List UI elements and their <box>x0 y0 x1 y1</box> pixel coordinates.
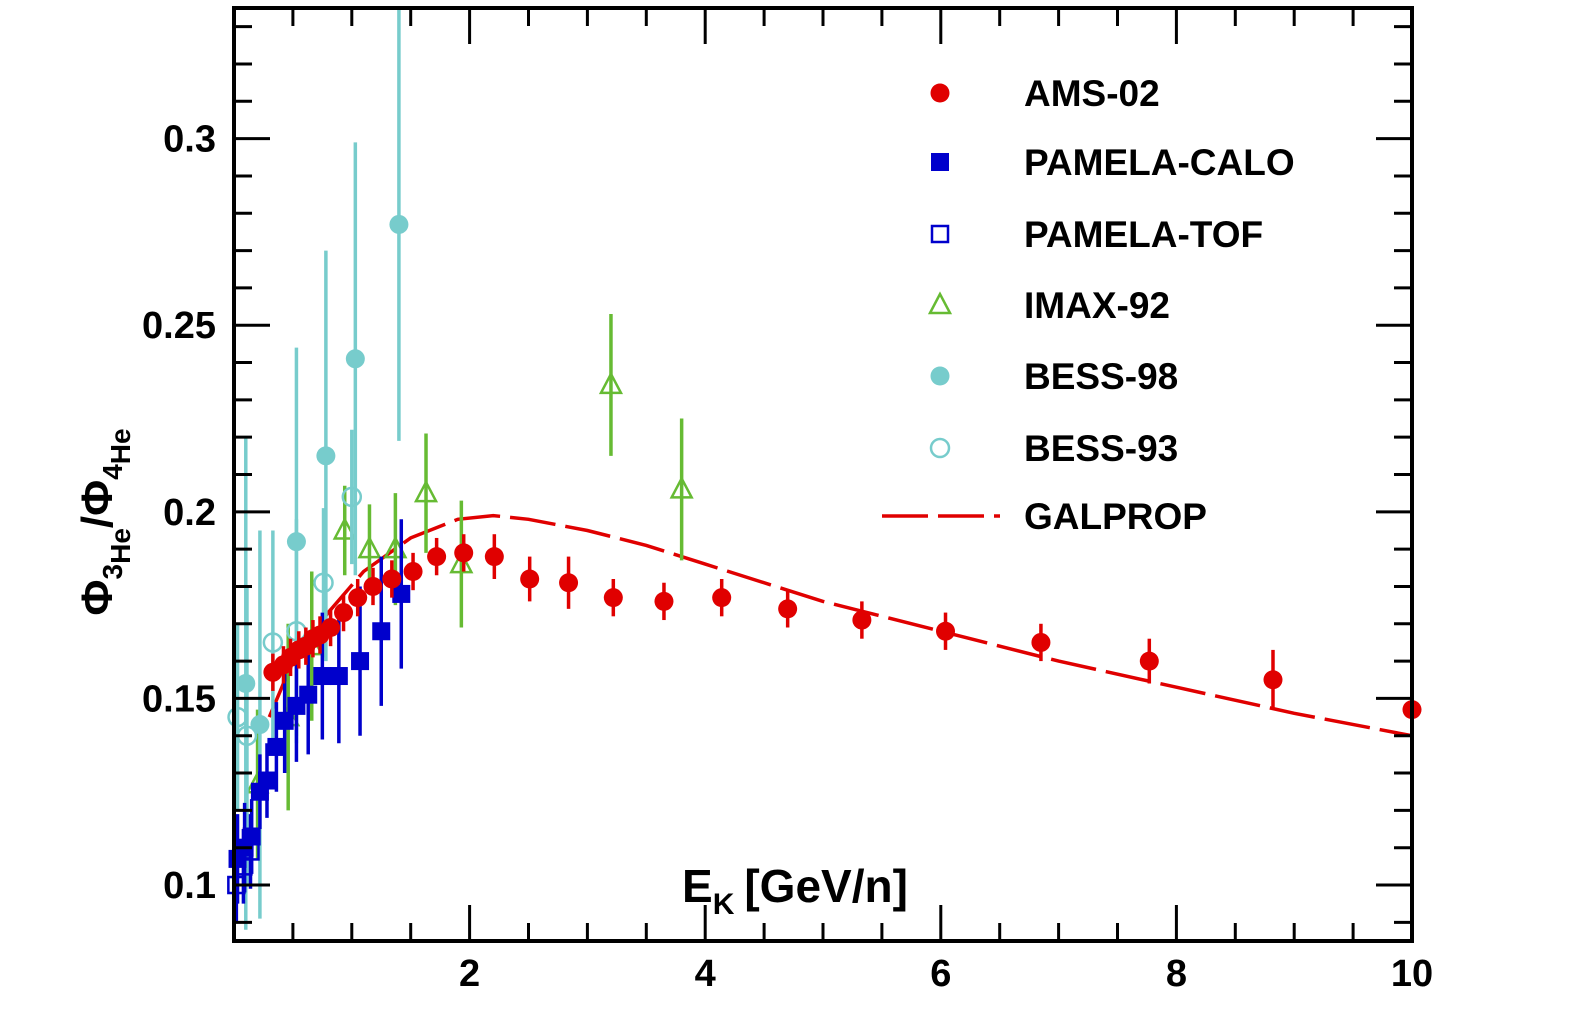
legend-label-galprop: GALPROP <box>1024 496 1207 537</box>
point-pamela-calo <box>329 667 348 686</box>
x-tick-label: 10 <box>1391 953 1433 995</box>
point-ams-02 <box>334 603 354 623</box>
point-pamela-calo <box>299 685 318 704</box>
legend-swatch-ams-02 <box>930 83 950 103</box>
point-pamela-calo <box>267 737 286 756</box>
x-axis-title: EK [GeV/n] <box>682 860 908 921</box>
y-title-den-sub: He <box>105 428 136 464</box>
data-points-layer <box>227 8 1422 930</box>
legend-swatch-pamela-calo <box>931 153 949 171</box>
legend-label-ams-02: AMS-02 <box>1024 73 1160 114</box>
point-pamela-calo <box>275 711 294 730</box>
point-ams-02 <box>654 591 674 611</box>
point-pamela-calo <box>372 622 391 641</box>
x-title-sub: K <box>713 888 735 921</box>
y-tick-label: 0.1 <box>163 865 216 907</box>
y-tick-label: 0.25 <box>142 305 216 347</box>
y-axis-title: Φ3He/Φ4He <box>73 428 136 615</box>
point-bess-98 <box>250 715 270 735</box>
point-ams-02 <box>520 569 540 589</box>
y-title-phi-num: Φ <box>73 579 122 615</box>
point-bess-98 <box>316 446 336 466</box>
point-pamela-calo <box>242 827 261 846</box>
point-ams-02 <box>454 543 474 563</box>
legend-label-bess-98: BESS-98 <box>1024 356 1178 397</box>
point-ams-02 <box>427 547 447 567</box>
point-ams-02 <box>403 562 423 582</box>
galprop-layer <box>267 513 1413 738</box>
x-title-main: E <box>682 860 713 912</box>
point-ams-02 <box>712 588 732 608</box>
x-tick-label: 6 <box>930 953 951 995</box>
point-imax-92 <box>357 535 382 559</box>
legend-item-bess-98: BESS-98 <box>930 356 1178 397</box>
point-ams-02 <box>321 618 341 638</box>
point-ams-02 <box>1139 651 1159 671</box>
y-tick-label: 0.2 <box>163 492 216 534</box>
point-imax-92 <box>332 516 357 540</box>
point-pamela-calo <box>392 584 411 603</box>
point-pamela-calo <box>313 667 332 686</box>
point-ams-02 <box>559 573 579 593</box>
point-ams-02 <box>348 588 368 608</box>
point-bess-93 <box>313 572 334 593</box>
point-ams-02 <box>363 576 383 596</box>
x-tick-label: 2 <box>459 953 480 995</box>
legend-item-galprop: GALPROP <box>882 496 1207 537</box>
point-imax-92 <box>413 479 439 503</box>
point-bess-93 <box>262 632 284 653</box>
y-tick-label: 0.15 <box>142 678 216 720</box>
series-pamela-calo <box>228 519 411 904</box>
legend-label-pamela-calo: PAMELA-CALO <box>1024 142 1295 183</box>
point-imax-92 <box>598 371 624 395</box>
legend-item-pamela-calo: PAMELA-CALO <box>931 142 1295 183</box>
legend-swatch-pamela-tof <box>930 224 950 244</box>
x-tick-label: 4 <box>695 953 716 995</box>
point-ams-02 <box>852 610 872 630</box>
legend-item-bess-93: BESS-93 <box>929 428 1178 469</box>
y-tick-label: 0.3 <box>163 119 216 161</box>
point-bess-98 <box>286 532 306 552</box>
legend-swatch-bess-93 <box>929 437 951 459</box>
legend-label-bess-93: BESS-93 <box>1024 428 1178 469</box>
point-ams-02 <box>1031 632 1051 652</box>
y-title-slash: / <box>73 516 122 528</box>
point-imax-92 <box>449 550 474 574</box>
point-bess-98 <box>345 349 365 369</box>
galprop-curve <box>267 513 1413 738</box>
legend-swatch-bess-98 <box>930 366 950 386</box>
point-ams-02 <box>382 569 402 589</box>
y-title-num-sub: He <box>105 528 136 564</box>
legend-item-ams-02: AMS-02 <box>930 73 1160 114</box>
y-title-den-sup: 4 <box>97 464 128 480</box>
y-title-num-sup: 3 <box>97 564 128 580</box>
legend-label-imax-92: IMAX-92 <box>1024 285 1170 326</box>
ticks-layer: 2 4 6 8 10 0.1 0.15 0.2 0.25 0.3 <box>142 8 1433 995</box>
point-imax-92 <box>669 475 694 499</box>
point-pamela-calo <box>257 771 276 790</box>
legend-swatch-imax-92 <box>927 291 953 315</box>
series-ams-02 <box>263 534 1422 744</box>
legend-item-pamela-tof: PAMELA-TOF <box>930 214 1263 255</box>
legend-label-pamela-tof: PAMELA-TOF <box>1024 214 1263 255</box>
point-ams-02 <box>1263 670 1283 690</box>
point-bess-98 <box>236 673 256 693</box>
x-title-unit: [GeV/n] <box>744 860 908 912</box>
point-ams-02 <box>603 588 623 608</box>
legend-item-imax-92: IMAX-92 <box>927 285 1170 326</box>
point-bess-98 <box>389 214 409 234</box>
point-ams-02 <box>936 621 956 641</box>
x-tick-label: 8 <box>1166 953 1187 995</box>
point-ams-02 <box>484 547 504 567</box>
legend: AMS-02 PAMELA-CALO PAMELA-TOF IMAX-92 BESS-9… <box>882 73 1295 537</box>
point-pamela-calo <box>351 652 370 671</box>
y-title-phi-den: Φ <box>73 480 122 516</box>
point-bess-93 <box>341 486 363 508</box>
point-ams-02 <box>778 599 798 619</box>
